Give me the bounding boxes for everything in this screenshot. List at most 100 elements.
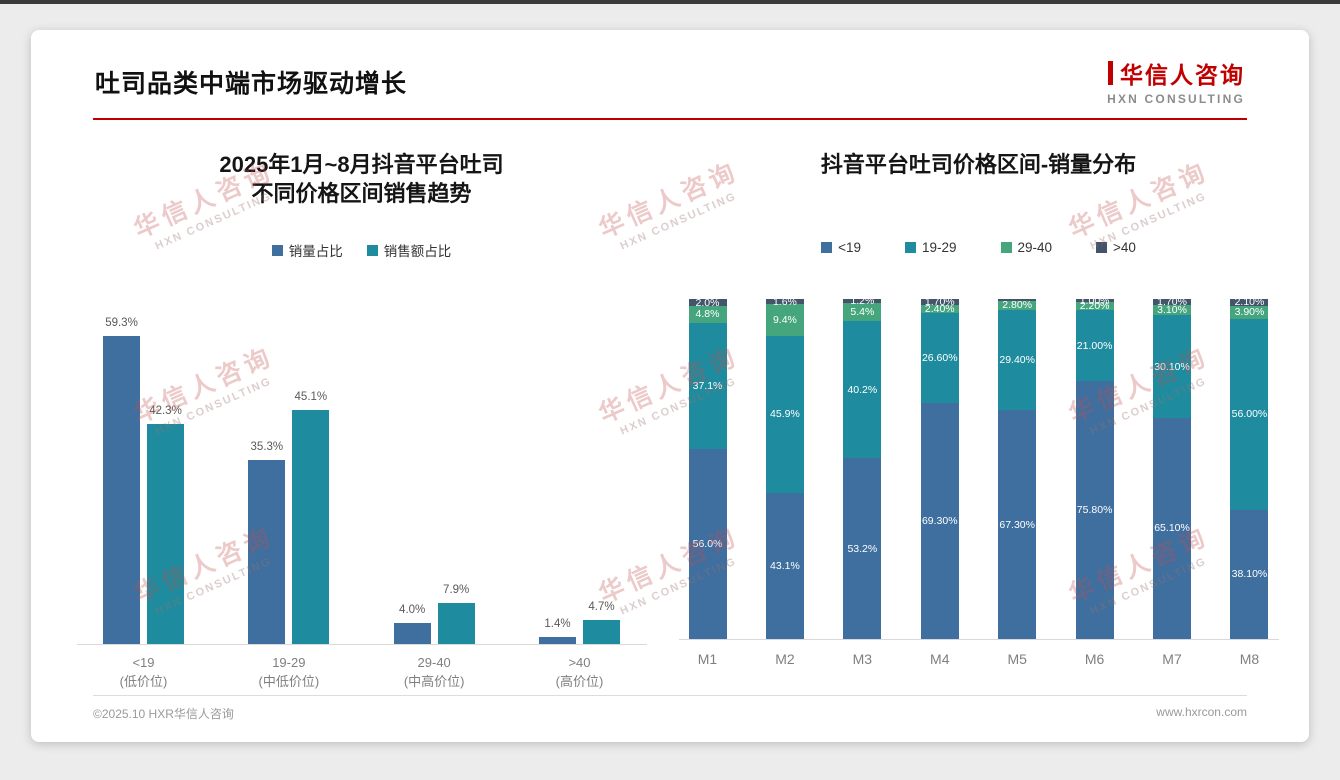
left-chart-axis: <19 (低价位) 19-29 (中低价位) 29-40 (中高价位) >40 (高价… <box>77 654 647 692</box>
segment-value-label: 1.00% <box>1079 294 1110 307</box>
company-logo: 华信人咨询 HXN CONSULTING <box>1107 56 1245 106</box>
right-chart-legend: <19 19-29 29-40 >40 <box>799 240 1158 255</box>
segment-value-label: 38.10% <box>1231 568 1268 581</box>
bar-segment: 1.70% <box>920 295 959 308</box>
legend-label: <19 <box>838 240 861 255</box>
legend-label: 29-40 <box>1017 240 1053 255</box>
segment-value-label: 2.10% <box>1234 296 1265 309</box>
segment-value-label: 67.30% <box>999 518 1035 531</box>
segment-value-label: 1.70% <box>1157 296 1187 308</box>
bar-value-label: 4.0% <box>399 604 426 617</box>
legend-item: 29-40 <box>1000 240 1053 255</box>
legend-item: >40 <box>1096 240 1136 255</box>
chart-monthly-mix: 抖音平台吐司价格区间-销量分布 <19 19-29 29-40 >40 56.0% 37… <box>674 126 1283 692</box>
right-chart-title: 抖音平台吐司价格区间-销量分布 <box>820 152 1137 177</box>
logo-mark-icon <box>1108 61 1113 85</box>
segment-value-label: 65.10% <box>1154 522 1190 535</box>
segment-value-label: 37.1% <box>692 379 723 392</box>
segment-value-label: 69.30% <box>921 515 958 528</box>
bar-segment: 38.10% <box>1230 509 1269 639</box>
bar-segment: 1.70% <box>1153 296 1192 308</box>
bar-segment: 65.10% <box>1153 417 1192 639</box>
segment-value-label: 29.40% <box>999 354 1035 367</box>
segment-value-label: 56.0% <box>692 537 723 550</box>
bar: 1.4% <box>538 618 576 644</box>
bar-value-label: 45.1% <box>294 390 328 403</box>
segment-value-label: 75.80% <box>1076 504 1113 517</box>
bar-segment: 29.40% <box>998 310 1037 411</box>
right-chart-plot: 56.0% 37.1% 4.8% 2.0% 43.1% 45.9% 9.4% 1.6% 53.2… <box>678 295 1279 640</box>
bar-segment: 56.0% <box>688 448 727 639</box>
stacked-bar: 75.80% 21.00% 2.20% 1.00% <box>1075 295 1114 639</box>
footer-website: www.hxrcon.com <box>1156 705 1247 719</box>
segment-value-label: 1.70% <box>924 295 955 308</box>
legend-swatch <box>1000 242 1012 253</box>
charts-row: 2025年1月~8月抖音平台吐司 不同价格区间销售趋势 销量占比 销售额占比 59… <box>31 120 1309 692</box>
segment-value-label: 2.20% <box>1079 300 1110 313</box>
bar: 59.3% <box>103 317 140 644</box>
segment-value-label: 1.2% <box>850 294 875 307</box>
stacked-bar: 67.30% 29.40% 2.80% <box>998 299 1037 639</box>
axis-month-label: M3 <box>852 651 873 667</box>
bar-group: 59.3% 42.3% <box>81 317 207 644</box>
segment-value-label: 45.9% <box>770 408 800 421</box>
stacked-bar: 65.10% 30.10% 3.10% 1.70% <box>1153 296 1192 639</box>
stacked-bar: 69.30% 26.60% 2.40% 1.70% <box>920 295 959 639</box>
legend-swatch <box>271 244 283 256</box>
top-accent-bar <box>0 0 1340 4</box>
bar-value-label: 1.4% <box>544 617 571 630</box>
bar-segment: 43.1% <box>765 492 804 639</box>
bar-segment: 69.30% <box>920 403 959 639</box>
axis-category-label: >40 (高价位) <box>555 655 604 689</box>
axis-month-label: M8 <box>1239 651 1260 667</box>
bar-segment: 1.2% <box>843 295 882 307</box>
bar-value-label: 7.9% <box>443 583 470 596</box>
bar-segment: 2.80% <box>998 299 1037 312</box>
bar: 4.7% <box>582 601 620 644</box>
segment-value-label: 26.60% <box>921 352 958 365</box>
axis-category-label: 29-40 (中高价位) <box>403 655 465 689</box>
legend-swatch <box>904 242 916 253</box>
left-chart-legend: 销量占比 销售额占比 <box>260 240 464 260</box>
stacked-bar: 38.10% 56.00% 3.90% 2.10% <box>1230 296 1269 639</box>
chart-price-band-trend: 2025年1月~8月抖音平台吐司 不同价格区间销售趋势 销量占比 销售额占比 59… <box>57 126 666 692</box>
bar-group: 4.0% 7.9% <box>371 584 497 644</box>
stacked-bar: 53.2% 40.2% 5.4% 1.2% <box>843 295 882 639</box>
bar-group: 35.3% 45.1% <box>226 391 352 644</box>
segment-value-label: 21.00% <box>1076 339 1113 352</box>
bar-segment: 9.4% <box>765 304 804 337</box>
segment-value-label: 4.8% <box>695 308 720 321</box>
legend-label: 销量占比 <box>288 244 343 259</box>
axis-month-label: M2 <box>775 651 795 667</box>
bar-value-label: 35.3% <box>250 441 284 454</box>
slide-footer: ©2025.10 HXR华信人咨询 www.hxrcon.com <box>93 695 1247 722</box>
bar-value-label: 59.3% <box>105 316 138 329</box>
bar-segment: 67.30% <box>998 410 1037 639</box>
segment-value-label: 3.10% <box>1157 304 1187 317</box>
axis-month-label: M4 <box>930 651 950 667</box>
bar-segment: 21.00% <box>1075 309 1114 382</box>
slide-header: 吐司品类中端市场驱动增长 华信人咨询 HXN CONSULTING <box>93 30 1247 120</box>
bar-segment: 1.00% <box>1075 295 1114 307</box>
bar-segment: 45.9% <box>765 336 804 493</box>
legend-item: 19-29 <box>904 240 957 255</box>
bar-segment: 2.0% <box>688 297 727 309</box>
bar-segment: 37.1% <box>688 322 727 449</box>
bar-segment: 3.10% <box>1153 304 1192 317</box>
axis-category-label: 19-29 (中低价位) <box>258 655 320 689</box>
bar: 35.3% <box>248 441 286 644</box>
segment-value-label: 2.80% <box>1002 299 1033 312</box>
slide: 华信人咨询 HXN CONSULTING 华信人咨询 HXN CONSULTING 华信… <box>31 30 1309 742</box>
slide-title: 吐司品类中端市场驱动增长 <box>95 70 408 98</box>
bar: 7.9% <box>437 584 475 644</box>
bar-value-label: 42.3% <box>149 405 182 417</box>
segment-value-label: 1.6% <box>772 295 797 308</box>
legend-label: 销售额占比 <box>383 244 452 259</box>
bar-segment: 2.20% <box>1075 300 1114 313</box>
bar-segment: 3.90% <box>1230 305 1269 320</box>
stacked-bar: 43.1% 45.9% 9.4% 1.6% <box>765 295 804 639</box>
legend-label: 19-29 <box>921 240 957 255</box>
segment-value-label: 2.40% <box>924 302 955 315</box>
axis-month-label: M6 <box>1084 651 1105 667</box>
logo-lockup: 华信人咨询 <box>1108 56 1245 90</box>
